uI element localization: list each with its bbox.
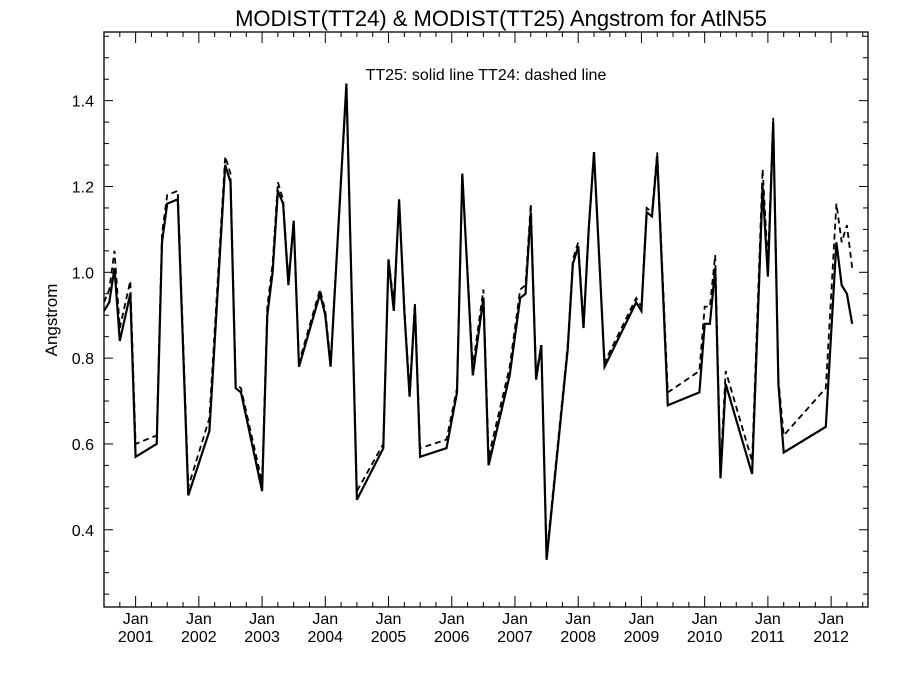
y-axis: 0.4 0.6 0.8 1.0 1.2 1.4 [72, 35, 868, 595]
x-tick-label-month: Jan [818, 611, 844, 628]
x-tick-label-month: Jan [439, 611, 465, 628]
x-tick-label-month: Jan [186, 611, 212, 628]
x-tick-label-month: Jan [376, 611, 402, 628]
x-tick-label-year: 2007 [497, 629, 533, 646]
x-tick-label-month: Jan [692, 611, 718, 628]
x-tick-label-year: 2011 [751, 629, 786, 646]
x-axis: Jan2001Jan2002Jan2003Jan2004Jan2005Jan20… [103, 32, 864, 646]
x-tick-label-year: 2008 [560, 629, 596, 646]
x-tick-label-year: 2009 [624, 629, 660, 646]
x-tick-label-month: Jan [249, 611, 275, 628]
y-tick-label: 1.2 [72, 179, 94, 196]
x-tick-label-month: Jan [502, 611, 528, 628]
x-tick-label-year: 2002 [181, 629, 217, 646]
series-line-tt25 [103, 83, 854, 560]
series-layer [103, 83, 854, 560]
x-tick-label-month: Jan [312, 611, 338, 628]
x-tick-label-year: 2005 [371, 629, 407, 646]
x-tick-label-year: 2012 [813, 629, 849, 646]
x-tick-label-year: 2010 [687, 629, 723, 646]
y-tick-label: 0.6 [72, 437, 94, 454]
x-tick-label-month: Jan [123, 611, 149, 628]
x-tick-label-month: Jan [629, 611, 655, 628]
y-tick-label: 0.4 [72, 523, 94, 540]
y-tick-label: 1.0 [72, 265, 94, 282]
y-tick-label: 0.8 [72, 351, 94, 368]
x-tick-label-month: Jan [565, 611, 591, 628]
series-line-tt24 [103, 87, 854, 556]
y-axis-label: Angstrom [42, 284, 61, 357]
y-tick-label: 1.4 [72, 94, 94, 111]
x-tick-label-year: 2001 [118, 629, 154, 646]
x-tick-label-year: 2006 [434, 629, 470, 646]
x-tick-label-year: 2004 [307, 629, 343, 646]
chart-title: MODIST(TT24) & MODIST(TT25) Angstrom for… [235, 6, 767, 31]
x-tick-label-month: Jan [755, 611, 781, 628]
x-tick-label-year: 2003 [244, 629, 280, 646]
plot-frame [103, 31, 869, 608]
legend-annotation: TT25: solid line TT24: dashed line [366, 67, 607, 84]
